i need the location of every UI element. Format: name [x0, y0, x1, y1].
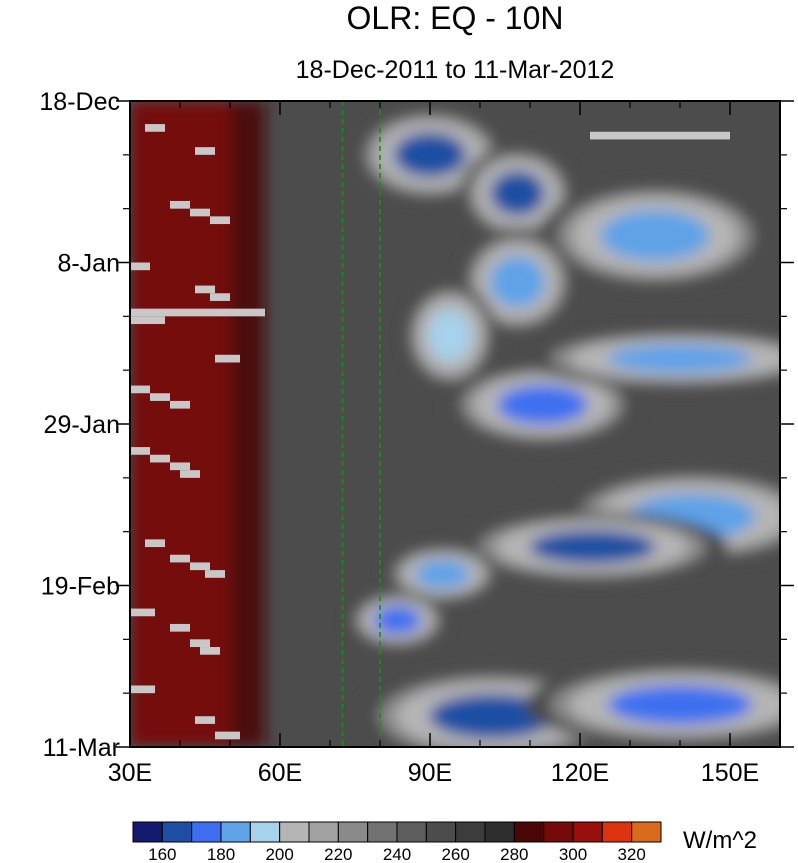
- colorbar-label: 160: [148, 845, 176, 863]
- missing-data-cell: [215, 731, 240, 740]
- colorbar-swatch: [455, 821, 486, 843]
- colorbar-swatch: [425, 821, 457, 843]
- missing-data-cell: [145, 124, 165, 132]
- convective-cell-9: [529, 530, 656, 564]
- missing-data-cell: [215, 354, 240, 363]
- plot-area: [130, 101, 780, 747]
- missing-data-cell: [170, 554, 190, 563]
- missing-data-cell: [205, 570, 225, 578]
- missing-data-cell: [190, 562, 210, 571]
- missing-data: [130, 124, 730, 740]
- missing-data-cell: [130, 608, 155, 617]
- missing-data-cell: [130, 308, 265, 317]
- colorbar-swatch: [308, 821, 339, 843]
- missing-data-cell: [150, 393, 170, 401]
- x-axis-labels: 30E 60E 90E 120E 150E: [108, 759, 759, 787]
- colorbar-label: 260: [441, 845, 469, 863]
- missing-data-cell: [195, 147, 215, 155]
- missing-data-cell: [170, 200, 190, 209]
- colorbar-swatch: [220, 821, 251, 843]
- y-tick-label: 29-Jan: [44, 411, 120, 439]
- convective-cell-3: [601, 210, 709, 261]
- missing-data-cell: [170, 462, 190, 471]
- convective-cell-2: [490, 171, 545, 216]
- missing-data-cell: [130, 262, 150, 271]
- colorbar-swatch: [161, 821, 193, 843]
- colorbar-swatch: [484, 821, 515, 843]
- missing-data-cell: [180, 470, 200, 478]
- colorbar-swatch: [631, 821, 662, 843]
- colorbar-swatch: [191, 821, 222, 843]
- y-tick-label: 11-Mar: [43, 734, 120, 762]
- missing-data-cell: [170, 400, 190, 409]
- missing-data-cell: [210, 293, 230, 301]
- chart-subtitle: 18-Dec-2011 to 11-Mar-2012: [295, 56, 615, 84]
- y-tick-label: 19-Feb: [41, 573, 120, 601]
- missing-data-cell: [200, 647, 220, 655]
- x-tick-label: 30E: [108, 759, 152, 787]
- missing-data-cell: [195, 285, 215, 294]
- colorbar-swatch: [337, 821, 369, 843]
- colorbar-units: W/m^2: [683, 827, 757, 854]
- chart-title: OLR: EQ - 10N: [346, 0, 564, 36]
- missing-data-cell: [210, 216, 230, 225]
- missing-data-cell: [190, 639, 210, 648]
- convective-cell-1: [394, 132, 466, 177]
- convective-cell-10: [415, 560, 470, 588]
- missing-data-cell: [130, 385, 150, 394]
- missing-data-cell: [145, 539, 165, 548]
- colorbar-label: 320: [617, 845, 645, 863]
- missing-data-cell: [130, 316, 165, 325]
- colorbar-swatch: [513, 821, 545, 843]
- colorbar-swatch: [132, 821, 163, 843]
- convective-cell-11: [374, 606, 421, 634]
- x-tick-label: 60E: [258, 759, 302, 787]
- y-tick-label: 8-Jan: [57, 250, 120, 278]
- colorbar-swatch: [249, 821, 281, 843]
- missing-data-cell: [130, 685, 155, 694]
- x-tick-label: 90E: [408, 759, 452, 787]
- x-tick-label: 120E: [551, 759, 609, 787]
- y-tick-label: 18-Dec: [39, 88, 120, 116]
- missing-data-cell: [170, 623, 190, 632]
- colorbar-label: 300: [559, 845, 587, 863]
- colorbar-label: 220: [324, 845, 352, 863]
- missing-data-cell: [150, 454, 170, 463]
- colorbar-label: 180: [207, 845, 235, 863]
- colorbar-swatch: [601, 821, 633, 843]
- convective-cell-6: [497, 385, 588, 425]
- missing-data-cell: [590, 131, 730, 140]
- missing-data-cell: [130, 447, 150, 455]
- colorbar: 160 180 200 220 240 260 280 300 320: [132, 821, 662, 863]
- x-tick-label: 150E: [701, 759, 759, 787]
- colorbar-swatch: [279, 821, 310, 843]
- convective-cell-12: [429, 694, 556, 739]
- convective-cell-5: [428, 310, 472, 361]
- missing-data-cell: [190, 208, 210, 217]
- axis-ticks: [116, 100, 794, 748]
- colorbar-swatch: [572, 821, 603, 843]
- colorbar-swatch: [367, 821, 398, 843]
- colorbar-swatch: [543, 821, 574, 843]
- colorbar-label: 280: [500, 845, 528, 863]
- colorbar-swatch: [396, 821, 427, 843]
- convective-cell-7: [608, 344, 752, 373]
- missing-data-cell: [195, 716, 215, 724]
- colorbar-label: 240: [383, 845, 411, 863]
- convective-cell-13: [608, 685, 752, 725]
- convective-cell-4: [490, 256, 545, 307]
- colorbar-label: 200: [265, 845, 293, 863]
- y-axis-labels: 18-Dec 8-Jan 29-Jan 19-Feb 11-Mar: [39, 88, 120, 762]
